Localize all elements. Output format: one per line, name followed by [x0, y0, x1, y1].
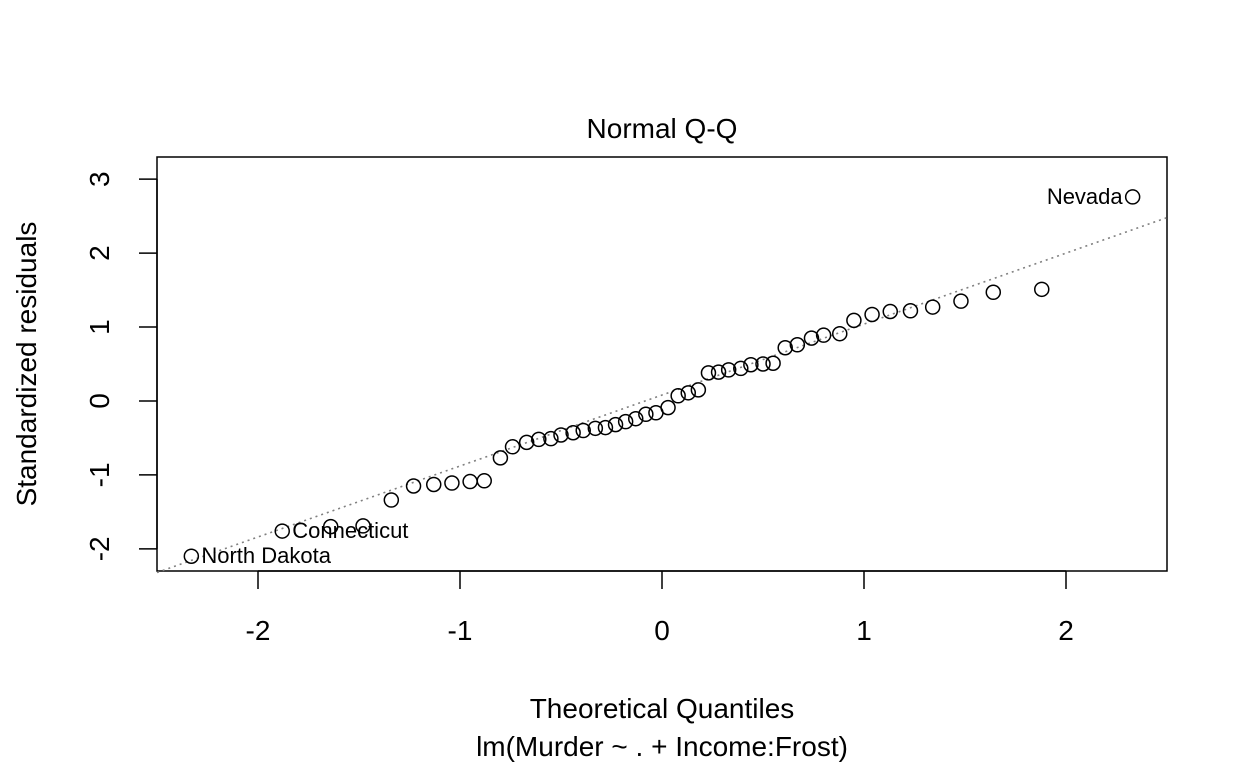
y-tick-label: -1	[84, 462, 115, 487]
qq-point	[565, 425, 581, 441]
qq-point	[953, 293, 969, 309]
qq-point	[720, 362, 737, 378]
qq-point	[902, 303, 919, 319]
point-label: Nevada	[1047, 184, 1124, 209]
qq-point	[597, 419, 614, 436]
qq-point	[777, 339, 793, 356]
qq-point	[832, 325, 848, 342]
qq-point	[846, 312, 862, 329]
qq-point	[383, 492, 400, 508]
qq-point	[638, 406, 654, 423]
qq-point	[700, 365, 717, 381]
qq-point	[575, 422, 591, 439]
qq-point	[680, 385, 697, 401]
qq-point	[627, 410, 644, 427]
qq-point	[617, 413, 634, 430]
qq-point	[504, 439, 521, 455]
y-tick-label: 1	[84, 319, 115, 335]
qq-point	[710, 364, 727, 380]
qq-point	[670, 388, 686, 404]
qq-point	[815, 327, 832, 343]
x-tick-label: -1	[448, 615, 473, 646]
qq-point	[607, 416, 624, 433]
qq-point	[755, 356, 771, 372]
qq-point	[444, 475, 460, 491]
x-axis-label: Theoretical Quantiles	[530, 693, 795, 724]
qq-point	[733, 360, 749, 377]
plot-area	[156, 156, 1168, 572]
y-tick-label: 2	[84, 245, 115, 261]
x-tick-label: 2	[1058, 615, 1074, 646]
qq-point	[425, 476, 442, 493]
qq-point	[518, 434, 535, 451]
y-tick-label: 3	[84, 171, 115, 187]
reference-line-group	[156, 216, 1168, 574]
qq-point	[476, 473, 492, 489]
qq-point	[789, 337, 806, 353]
qq-point	[492, 450, 509, 466]
qq-point	[543, 430, 559, 447]
qq-point	[690, 382, 707, 398]
point-label: North Dakota	[201, 543, 331, 568]
qq-point	[660, 399, 676, 416]
qq-point	[1034, 281, 1050, 298]
y-tick-label: -2	[84, 536, 115, 561]
qq-reference-line	[156, 216, 1168, 574]
qq-point	[743, 356, 759, 373]
qq-point	[274, 523, 290, 539]
qq-point	[803, 330, 820, 346]
qq-point	[882, 303, 899, 320]
data-points	[183, 189, 1141, 564]
qq-point	[553, 427, 569, 443]
qq-point	[531, 431, 547, 448]
qq-point	[1124, 189, 1141, 205]
x-tick-label: 0	[654, 615, 670, 646]
y-axis-label: Standardized residuals	[11, 222, 42, 507]
qq-point	[765, 355, 781, 372]
y-axis: -2 -1 0 1 2 3	[84, 171, 158, 561]
qq-point	[322, 518, 339, 535]
y-tick-label: 0	[84, 393, 115, 409]
chart-subtitle: lm(Murder ~ . + Income:Frost)	[476, 731, 848, 762]
qq-point	[405, 478, 422, 494]
qq-point	[355, 518, 371, 534]
x-tick-label: 1	[856, 615, 872, 646]
qq-point	[183, 548, 200, 564]
qq-point	[587, 420, 604, 437]
qq-point	[985, 284, 1002, 301]
point-label: Connecticut	[292, 518, 408, 543]
qq-point	[924, 299, 941, 315]
x-axis: -2 -1 0 1 2	[246, 570, 1074, 646]
chart-title: Normal Q-Q	[587, 113, 738, 144]
x-tick-label: -2	[246, 615, 271, 646]
qq-point	[864, 306, 880, 323]
qq-point	[462, 473, 478, 490]
